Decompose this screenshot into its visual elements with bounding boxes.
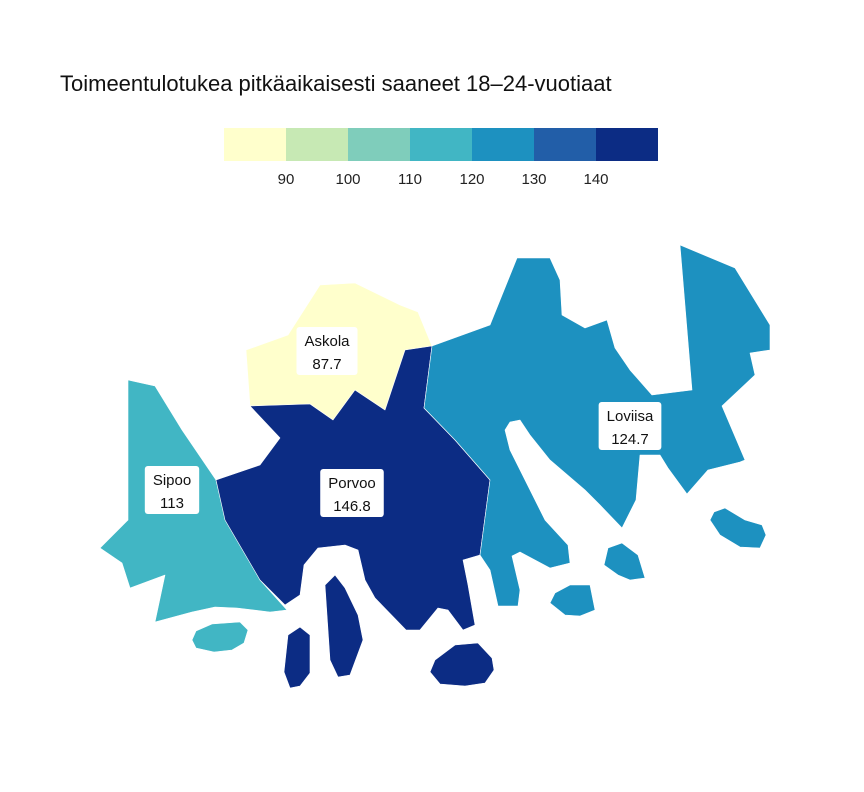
region-shape [423, 244, 771, 607]
legend-tick-label: 100 [335, 171, 360, 188]
region-label-porvoo: Porvoo 146.8 [320, 469, 384, 517]
region-loviisa[interactable] [423, 244, 771, 617]
legend-tick-label: 90 [278, 171, 295, 188]
region-label-box [598, 402, 662, 450]
legend-swatch-1 [286, 128, 348, 161]
region-label-loviisa: Loviisa 124.7 [598, 402, 662, 450]
legend-swatch-4 [472, 128, 534, 161]
legend-tick-label: 140 [583, 171, 608, 188]
region-value-label: 124.7 [611, 431, 649, 448]
legend-tick-label: 130 [521, 171, 546, 188]
region-value-label: 113 [160, 495, 184, 512]
region-shape [549, 584, 596, 617]
region-label-sipoo: Sipoo 113 [144, 466, 200, 514]
region-name-label: Askola [304, 333, 350, 350]
region-shape [191, 621, 249, 653]
chart-title: Toimeentulotukea pitkäaikaisesti saaneet… [60, 71, 612, 96]
legend-swatch-3 [410, 128, 472, 161]
legend-tick-label: 120 [459, 171, 484, 188]
region-shape [603, 542, 646, 581]
region-shape [324, 574, 364, 678]
region-name-label: Loviisa [607, 408, 654, 425]
region-shape [429, 642, 495, 687]
region-shape [283, 626, 311, 689]
legend-swatch-0 [224, 128, 286, 161]
region-label-box [296, 327, 358, 375]
color-legend: 90 100 110 120 130 140 [224, 128, 658, 188]
region-value-label: 87.7 [312, 356, 341, 373]
region-label-box [320, 469, 384, 517]
region-value-label: 146.8 [333, 498, 371, 515]
region-name-label: Porvoo [328, 475, 376, 492]
legend-swatch-2 [348, 128, 410, 161]
region-label-box [144, 466, 200, 514]
legend-swatch-6 [596, 128, 658, 161]
legend-swatch-5 [534, 128, 596, 161]
region-label-askola: Askola 87.7 [296, 327, 358, 375]
region-labels: Askola 87.7 Sipoo 113 Porvoo 146.8 Loviisa 124.… [144, 327, 662, 517]
region-name-label: Sipoo [153, 472, 191, 489]
legend-tick-label: 110 [398, 171, 422, 188]
region-shape [709, 507, 767, 549]
